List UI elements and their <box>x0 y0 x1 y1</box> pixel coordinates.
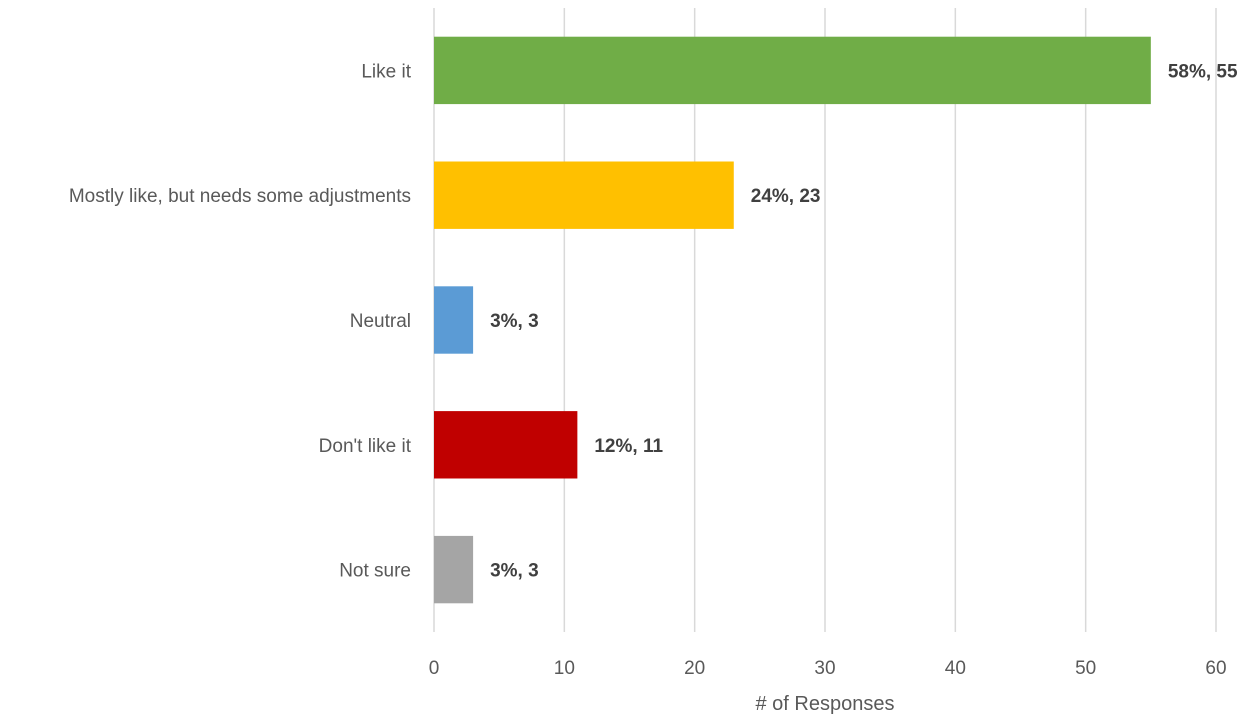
bar-3 <box>434 411 577 478</box>
data-labels: 58%, 55 24%, 23 3%, 3 12%, 11 3%, 3 <box>490 61 1238 581</box>
data-label-2: 3%, 3 <box>490 311 539 332</box>
category-label-2: Neutral <box>350 311 411 332</box>
x-axis-title: # of Responses <box>756 693 895 715</box>
data-label-0: 58%, 55 <box>1168 61 1238 82</box>
data-label-1: 24%, 23 <box>751 186 821 207</box>
bars <box>434 37 1151 604</box>
bar-0 <box>434 37 1151 104</box>
x-tick-label-40: 40 <box>945 658 966 679</box>
data-label-4: 3%, 3 <box>490 561 539 582</box>
category-label-1: Mostly like, but needs some adjustments <box>69 186 411 207</box>
x-tick-label-50: 50 <box>1075 658 1096 679</box>
x-tick-label-30: 30 <box>814 658 835 679</box>
category-labels: Like it Mostly like, but needs some adjus… <box>69 61 412 581</box>
x-tick-labels: 0 10 20 30 40 50 60 <box>429 658 1227 679</box>
x-tick-label-60: 60 <box>1205 658 1226 679</box>
category-label-3: Don't like it <box>319 436 412 457</box>
category-label-0: Like it <box>361 61 411 82</box>
x-tick-label-20: 20 <box>684 658 705 679</box>
bar-2 <box>434 286 473 353</box>
bar-1 <box>434 162 734 229</box>
x-tick-label-0: 0 <box>429 658 440 679</box>
bar-4 <box>434 536 473 603</box>
data-label-3: 12%, 11 <box>594 436 663 457</box>
category-label-4: Not sure <box>339 561 411 582</box>
x-tick-label-10: 10 <box>554 658 575 679</box>
